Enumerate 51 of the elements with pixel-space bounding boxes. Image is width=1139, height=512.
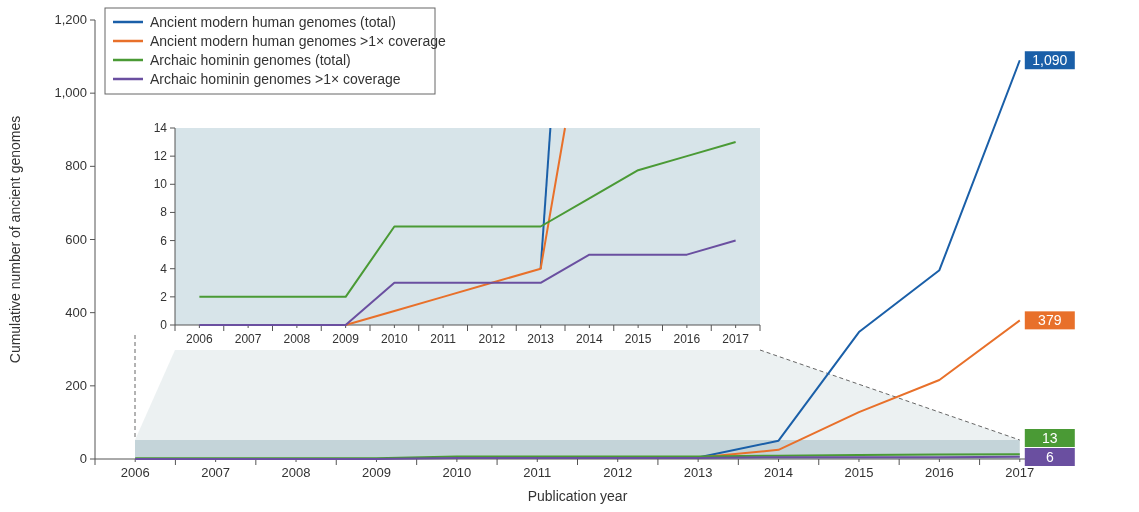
y-axis-title: Cumulative number of ancient genomes — [7, 115, 23, 364]
x-tick-label: 2014 — [576, 332, 604, 346]
y-tick-label: 6 — [160, 233, 168, 248]
x-tick-label: 2007 — [234, 332, 262, 346]
y-tick-label: 2 — [160, 289, 168, 304]
x-tick-label: 2016 — [924, 465, 954, 480]
x-tick-label: 2010 — [442, 465, 472, 480]
data-label: 6 — [1045, 449, 1054, 465]
x-tick-label: 2009 — [332, 332, 360, 346]
y-tick-label: 600 — [65, 231, 87, 247]
y-tick-label: 0 — [160, 318, 168, 332]
x-tick-label: 2008 — [281, 465, 311, 480]
x-tick-label: 2013 — [527, 332, 555, 346]
line-series — [198, 239, 737, 326]
x-tick-label: 2009 — [362, 465, 391, 480]
y-tick-label: 1,200 — [54, 12, 87, 27]
x-tick-label: 2015 — [844, 465, 874, 480]
y-tick-label: 400 — [65, 304, 87, 320]
x-tick-label: 2007 — [201, 465, 231, 480]
y-tick-label: 200 — [65, 377, 87, 393]
x-tick-label: 2014 — [764, 465, 793, 480]
y-tick-label: 1,000 — [54, 85, 87, 101]
x-tick-label: 2008 — [283, 332, 311, 346]
x-tick-label: 2017 — [722, 332, 750, 346]
y-tick-label: 800 — [65, 158, 87, 174]
data-label: 379 — [1038, 312, 1062, 329]
data-label: 1,090 — [1032, 52, 1068, 69]
x-tick-label: 2011 — [430, 332, 457, 346]
y-tick-label: 4 — [160, 261, 168, 276]
legend-label: Ancient modern human genomes >1× coverage — [150, 33, 446, 49]
x-tick-label: 2010 — [381, 332, 409, 346]
x-axis-title: Publication year — [527, 488, 628, 504]
x-tick-label: 2012 — [478, 332, 506, 346]
x-tick-label: 2017 — [1005, 465, 1035, 480]
x-tick-label: 2011 — [523, 465, 552, 480]
y-tick-label: 8 — [160, 205, 168, 220]
legend-label: Archaic hominin genomes >1× coverage — [150, 71, 401, 87]
y-tick-label: 12 — [153, 149, 168, 164]
x-tick-label: 2012 — [603, 465, 633, 480]
x-tick-label: 2013 — [683, 465, 713, 480]
y-tick-label: 0 — [79, 451, 87, 466]
y-tick-label: 10 — [153, 177, 168, 192]
y-tick-label: 14 — [153, 121, 168, 135]
x-tick-label: 2006 — [186, 332, 214, 346]
line-series — [198, 141, 737, 298]
legend-label: Ancient modern human genomes (total) — [150, 14, 396, 30]
x-tick-label: 2016 — [673, 332, 701, 346]
data-label: 13 — [1042, 430, 1058, 446]
legend-label: Archaic hominin genomes (total) — [150, 52, 351, 68]
x-tick-label: 2015 — [624, 332, 652, 346]
x-tick-label: 2006 — [120, 465, 150, 480]
